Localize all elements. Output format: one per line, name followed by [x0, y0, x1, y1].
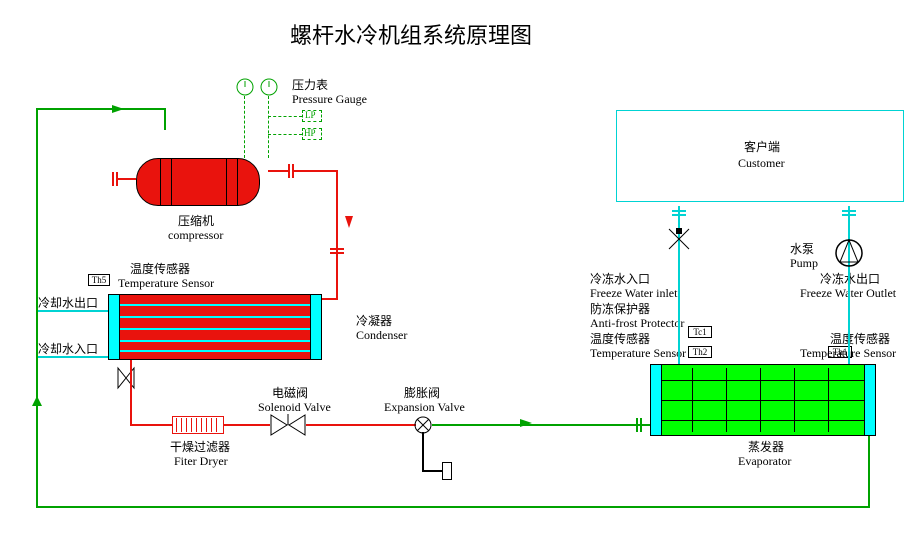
condenser-label-cn: 冷凝器: [356, 314, 392, 328]
evaporator-label-cn: 蒸发器: [748, 440, 784, 454]
red-pipe: [306, 424, 416, 426]
solenoid-valve-icon: [270, 414, 306, 436]
condenser-tube: [120, 328, 310, 330]
temp-sensor-right-cn: 温度传感器: [830, 332, 890, 346]
pressure-gauge-label-cn: 压力表: [292, 78, 328, 92]
temp-sensor-evap-cn: 温度传感器: [590, 332, 650, 346]
filter-dryer-hash: [176, 418, 220, 432]
condenser-endcap: [310, 294, 322, 360]
condenser-tube: [120, 350, 310, 352]
cooling-out-label: 冷却水出口: [38, 296, 98, 310]
green-loop: [164, 108, 166, 130]
customer-label-cn: 客户端: [744, 140, 780, 154]
flow-arrowhead: [30, 396, 44, 410]
gauge-line: [268, 134, 302, 135]
cyan-pipe: [38, 310, 108, 312]
evap-grid: [726, 368, 727, 432]
hp-label: HP: [304, 128, 316, 138]
flow-arrowhead: [108, 103, 124, 115]
evaporator-endcap: [650, 364, 662, 436]
th2-box: Th2: [688, 346, 712, 358]
freeze-in-label-en: Freeze Water inlet: [590, 286, 677, 300]
black-pipe: [422, 432, 424, 470]
customer-label-en: Customer: [738, 156, 785, 170]
gauge-line: [244, 96, 245, 158]
compressor-label-en: compressor: [168, 228, 223, 242]
tc1-box: Tc1: [688, 326, 712, 338]
pressure-gauge-label-en: Pressure Gauge: [292, 92, 367, 106]
lp-label: LP: [305, 110, 316, 120]
solenoid-label-en: Solenoid Valve: [258, 400, 331, 414]
red-pipe: [336, 254, 338, 300]
cooling-in-label: 冷却水入口: [38, 342, 98, 356]
red-flange: [112, 172, 114, 186]
red-pipe: [294, 170, 338, 172]
th5-box: Th5: [88, 274, 110, 286]
dryer-label-cn: 干燥过滤器: [170, 440, 230, 454]
red-pipe: [130, 360, 132, 426]
pump-label-cn: 水泵: [790, 242, 814, 256]
cyan-flange: [842, 214, 856, 216]
red-flange: [330, 248, 344, 250]
gauge-line: [268, 116, 302, 117]
evaporator-endcap: [864, 364, 876, 436]
pressure-gauge-icon: [260, 78, 278, 96]
red-pipe: [268, 170, 290, 172]
red-pipe: [224, 424, 270, 426]
solenoid-label-cn: 电磁阀: [272, 386, 308, 400]
evap-grid: [760, 368, 761, 432]
green-loop: [36, 108, 166, 110]
red-flange: [116, 172, 118, 186]
condenser-endcap: [108, 294, 120, 360]
pressure-gauge-icon: [236, 78, 254, 96]
pump-icon: [834, 238, 864, 268]
cyan-pipe: [848, 206, 850, 364]
freeze-in-label-cn: 冷冻水入口: [590, 272, 650, 286]
evap-grid: [828, 368, 829, 432]
compressor-port: [226, 158, 238, 206]
antifrost-label-en: Anti-frost Protector: [590, 316, 684, 330]
evap-grid: [692, 368, 693, 432]
flow-arrowhead: [344, 212, 354, 228]
compressor-label-cn: 压缩机: [178, 214, 214, 228]
red-pipe: [130, 424, 172, 426]
expansion-label-cn: 膨胀阀: [404, 386, 440, 400]
cyan-pipe: [38, 356, 108, 358]
cyan-flange: [672, 210, 686, 212]
small-block: [442, 462, 452, 480]
diagram-title: 螺杆水冷机组系统原理图: [290, 18, 532, 50]
green-loop: [36, 506, 870, 508]
black-pipe: [422, 470, 442, 472]
condenser-label-en: Condenser: [356, 328, 407, 342]
compressor-port: [160, 158, 172, 206]
temp-sensor-label-en: Temperature Sensor: [118, 276, 214, 290]
temp-sensor-label-cn: 温度传感器: [130, 262, 190, 276]
expansion-label-en: Expansion Valve: [384, 400, 465, 414]
dryer-label-en: Fiter Dryer: [174, 454, 228, 468]
valve-icon: [668, 228, 690, 250]
green-loop: [868, 436, 870, 508]
freeze-out-label-cn: 冷冻水出口: [820, 272, 880, 286]
compressor: [136, 158, 260, 206]
cyan-flange: [672, 214, 686, 216]
red-pipe: [118, 178, 136, 180]
evaporator-label-en: Evaporator: [738, 454, 791, 468]
flow-arrowhead: [516, 418, 532, 428]
condenser-tube: [120, 340, 310, 342]
cyan-flange: [842, 210, 856, 212]
evap-grid: [794, 368, 795, 432]
green-flange: [636, 418, 638, 432]
condenser-tube: [120, 316, 310, 318]
temp-sensor-evap-en: Temperature Sensor: [590, 346, 686, 360]
condenser-tube: [120, 304, 310, 306]
green-pipe: [432, 424, 642, 426]
antifrost-label-cn: 防冻保护器: [590, 302, 650, 316]
sight-glass-icon: [116, 366, 136, 390]
red-flange: [288, 164, 290, 178]
pump-label-en: Pump: [790, 256, 818, 270]
gauge-line: [268, 96, 269, 158]
